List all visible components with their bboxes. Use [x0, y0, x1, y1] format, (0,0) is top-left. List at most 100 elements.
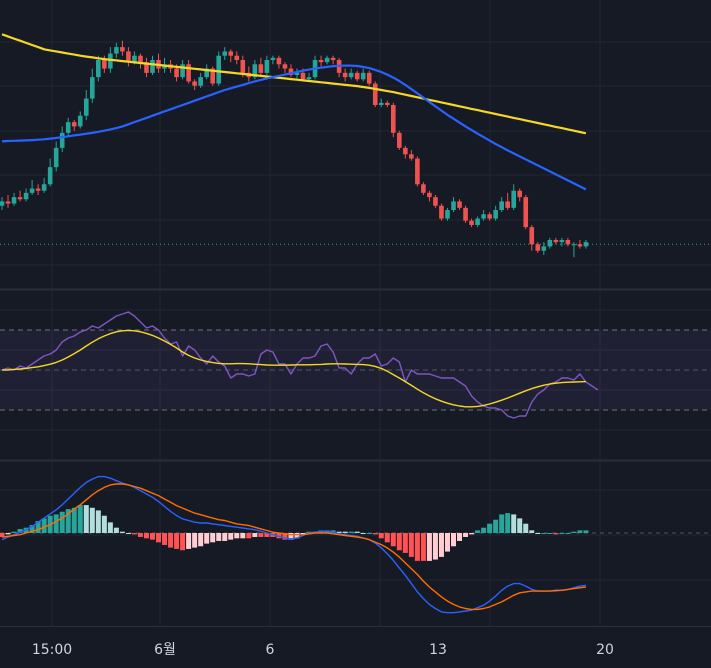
candle-body: [451, 201, 456, 210]
macd-histogram-bar: [372, 533, 378, 535]
candle-body: [397, 132, 402, 148]
candle-body: [433, 197, 438, 206]
candle-body: [150, 60, 155, 73]
candle-body: [553, 240, 559, 243]
candle-body: [35, 188, 41, 191]
macd-histogram-bar: [204, 533, 210, 544]
candle-body: [535, 244, 541, 251]
candle-body: [96, 60, 101, 78]
macd-histogram-bar: [95, 510, 101, 533]
macd-histogram-bar: [366, 533, 372, 534]
macd-histogram-bar: [499, 514, 505, 533]
macd-histogram-bar: [336, 531, 342, 533]
candle-body: [415, 158, 420, 185]
candle-body: [348, 72, 354, 78]
macd-histogram-bar: [360, 533, 366, 534]
macd-histogram-bar: [258, 533, 264, 537]
macd-histogram-bar: [216, 533, 222, 541]
macd-histogram-bar: [113, 527, 119, 533]
macd-histogram-bar: [210, 533, 216, 543]
macd-histogram-bar: [0, 533, 5, 537]
macd-histogram-bar: [402, 533, 408, 553]
candle-body: [83, 98, 89, 116]
rsi-pane[interactable]: [0, 311, 711, 419]
candle-body: [559, 240, 565, 243]
candle-body: [541, 246, 547, 251]
macd-histogram-bar: [162, 533, 168, 545]
candle-body: [240, 60, 246, 73]
macd-histogram-bar: [101, 515, 107, 533]
candle-body: [264, 60, 270, 73]
grid-layer: [0, 0, 711, 626]
candle-body: [138, 55, 143, 63]
x-axis[interactable]: 15:00 6월 6 13 20: [32, 642, 614, 658]
price-pane[interactable]: [0, 33, 711, 258]
macd-histogram-bar: [493, 519, 499, 533]
macd-histogram-bar: [125, 533, 131, 534]
candle-body: [47, 167, 53, 185]
candle-body: [342, 72, 348, 78]
candle-body: [445, 210, 450, 219]
rsi-line[interactable]: [1, 311, 599, 419]
macd-histogram-bar: [529, 530, 535, 533]
candle-body: [132, 55, 137, 63]
ma-slow-line[interactable]: [1, 33, 587, 135]
candle-body: [378, 102, 384, 105]
macd-histogram-bar: [174, 533, 180, 549]
candle-body: [282, 64, 288, 69]
macd-histogram-bar: [420, 533, 426, 561]
macd-histogram-bar: [228, 533, 234, 540]
candle-body: [391, 105, 396, 133]
macd-histogram-bar: [505, 513, 511, 533]
candle-body: [144, 62, 149, 73]
macd-histogram-bar: [475, 530, 481, 533]
candle-body: [571, 244, 577, 246]
candle-body: [487, 214, 492, 219]
macd-line[interactable]: [1, 475, 586, 614]
macd-histogram-bar: [438, 533, 444, 557]
macd-histogram-bar: [198, 533, 204, 547]
macd-histogram-bar: [35, 521, 41, 533]
ma-fast-line[interactable]: [1, 64, 587, 191]
macd-histogram-bar: [463, 533, 469, 537]
candle-body: [457, 201, 462, 208]
candle-body: [71, 122, 77, 127]
macd-histogram-bar: [408, 533, 414, 557]
macd-histogram-bar: [469, 533, 475, 535]
candle-body: [288, 68, 294, 75]
signal-line[interactable]: [1, 483, 586, 611]
macd-histogram-bar: [451, 533, 456, 547]
rsi-ma-line[interactable]: [2, 329, 586, 408]
candle-body: [126, 51, 131, 63]
macd-histogram-bar: [59, 511, 65, 533]
candle-body: [192, 81, 197, 86]
macd-histogram-bar: [487, 523, 493, 533]
macd-histogram-bar: [150, 533, 155, 540]
candle-body: [354, 72, 360, 80]
macd-histogram-bar: [294, 533, 300, 539]
candle-body: [318, 60, 324, 63]
macd-histogram-bar: [414, 533, 420, 561]
macd-histogram-bar: [264, 533, 270, 537]
macd-histogram-bar: [577, 530, 583, 533]
macd-histogram-bar: [523, 523, 529, 533]
macd-histogram-bar: [77, 505, 83, 533]
macd-histogram-bar: [288, 533, 294, 540]
macd-histogram-bar: [246, 533, 252, 539]
macd-pane[interactable]: [0, 475, 711, 614]
macd-histogram-bar: [168, 533, 174, 548]
macd-histogram-bar: [53, 514, 59, 533]
candle-body: [114, 47, 119, 54]
candle-body: [120, 47, 125, 52]
candle-body: [493, 210, 498, 219]
x-tick-label: 13: [429, 642, 447, 658]
candle-body: [270, 57, 276, 60]
candle-body: [17, 197, 23, 200]
candle-body: [23, 192, 29, 200]
macd-histogram-bar: [65, 509, 71, 533]
macd-histogram-bar: [180, 533, 186, 551]
candle-body: [300, 72, 306, 80]
